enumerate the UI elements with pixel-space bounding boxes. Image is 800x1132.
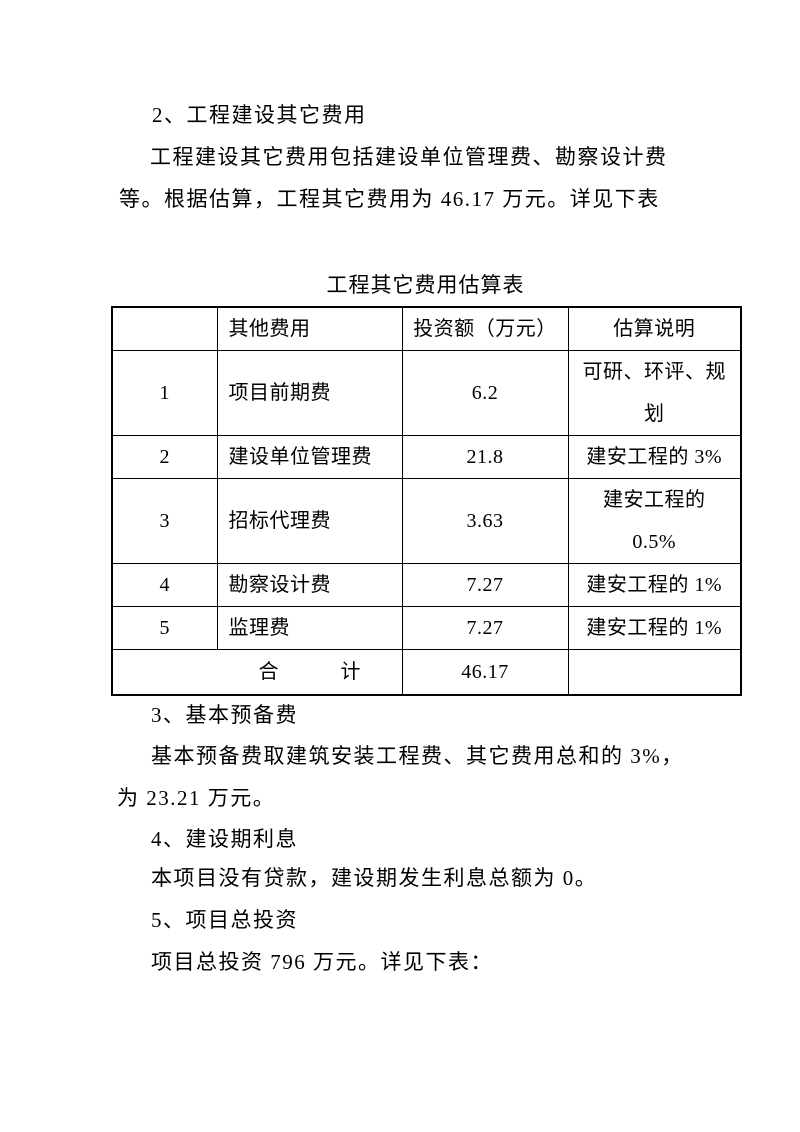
table-row: 1 项目前期费 6.2 可研、环评、规划: [111, 350, 742, 436]
cell-amount: 6.2: [401, 350, 569, 436]
cell-row-number: 5: [111, 606, 218, 650]
note-line: 0.5%: [632, 531, 677, 553]
table-title: 工程其它费用估算表: [326, 273, 525, 297]
cost-estimate-table: 其他费用 投资额（万元） 估算说明 1 项目前期费 6.2 可研、环评、规划 2…: [111, 306, 742, 696]
cell-note: 建安工程的 0.5%: [567, 478, 742, 564]
section-2-body-line-2: 等。根据估算，工程其它费用为 46.17 万元。详见下表: [119, 187, 660, 211]
cell-row-number: 3: [111, 478, 218, 564]
cell-fee-name: 招标代理费: [216, 478, 403, 564]
section-5-body-line-1: 项目总投资 796 万元。详见下表：: [151, 950, 493, 974]
header-cell-name: 其他费用: [216, 306, 403, 351]
section-2-body-line-1: 工程建设其它费用包括建设单位管理费、勘察设计费: [150, 145, 668, 169]
note-line: 建安工程的 1%: [586, 617, 723, 639]
note-line: 可研、环评、规: [582, 361, 726, 383]
cell-total-label: 合 计: [111, 649, 403, 695]
table-row: 4 勘察设计费 7.27 建安工程的 1%: [111, 563, 742, 607]
cell-amount: 3.63: [401, 478, 569, 564]
header-cell-amount: 投资额（万元）: [401, 306, 569, 351]
table-row: 2 建设单位管理费 21.8 建安工程的 3%: [111, 435, 742, 479]
section-2-heading: 2、工程建设其它费用: [152, 103, 367, 127]
cell-amount: 21.8: [401, 435, 569, 479]
cell-fee-name: 项目前期费: [216, 350, 403, 436]
header-cell-no: [111, 306, 218, 351]
cell-note: 建安工程的 1%: [567, 563, 742, 607]
section-3-body-line-1: 基本预备费取建筑安装工程费、其它费用总和的 3%，: [151, 744, 684, 768]
cell-amount: 7.27: [401, 563, 569, 607]
section-3-body-line-2: 为 23.21 万元。: [117, 786, 276, 810]
cell-fee-name: 勘察设计费: [216, 563, 403, 607]
table-row: 3 招标代理费 3.63 建安工程的 0.5%: [111, 478, 742, 564]
section-5-heading: 5、项目总投资: [151, 908, 298, 932]
note-line: 划: [644, 403, 665, 425]
cell-total-amount: 46.17: [401, 649, 569, 695]
cell-note: 建安工程的 1%: [567, 606, 742, 650]
section-4-body-line-1: 本项目没有贷款，建设期发生利息总额为 0。: [151, 866, 598, 890]
cell-fee-name: 监理费: [216, 606, 403, 650]
note-line: 建安工程的 1%: [586, 574, 723, 596]
cell-total-note: [567, 649, 742, 695]
header-cell-note: 估算说明: [567, 306, 742, 351]
cell-amount: 7.27: [401, 606, 569, 650]
cell-row-number: 4: [111, 563, 218, 607]
section-3-heading: 3、基本预备费: [151, 703, 298, 727]
cell-note: 可研、环评、规划: [567, 350, 742, 436]
cell-row-number: 1: [111, 350, 218, 436]
cell-row-number: 2: [111, 435, 218, 479]
note-line: 建安工程的 3%: [586, 446, 723, 468]
note-line: 建安工程的: [603, 489, 706, 511]
table-total-row: 合 计 46.17: [111, 649, 742, 695]
table-header-row: 其他费用 投资额（万元） 估算说明: [111, 306, 742, 351]
cell-fee-name: 建设单位管理费: [216, 435, 403, 479]
section-4-heading: 4、建设期利息: [151, 827, 298, 851]
cell-note: 建安工程的 3%: [567, 435, 742, 479]
table-row: 5 监理费 7.27 建安工程的 1%: [111, 606, 742, 650]
